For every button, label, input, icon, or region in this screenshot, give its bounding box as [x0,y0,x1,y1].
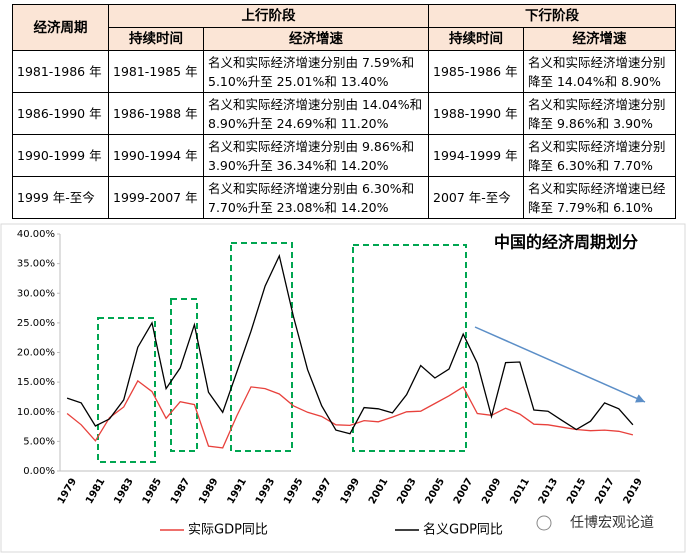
chart-border [0,223,686,553]
header-cell: 经济增速 [523,27,676,51]
x-tick-label: 2003 [395,476,418,506]
table-cell: 名义和实际经济增速分别降至 9.86%和 3.90% [523,92,676,135]
x-tick-label: 1987 [169,476,192,506]
legend-label: 实际GDP同比 [188,523,268,538]
x-tick-label: 1993 [254,476,277,506]
x-tick-label: 1983 [112,476,135,506]
x-tick-label: 2005 [424,476,447,506]
y-tick-label: 20.00% [17,348,55,359]
series-line [66,379,634,449]
x-tick-label: 1979 [56,476,79,506]
header-cell: 经济增速 [203,27,429,51]
cycle-box [170,298,198,452]
table-cell: 1981-1985 年 [108,50,204,93]
x-tick-label: 2019 [622,476,645,506]
cycle-boxes [97,242,467,463]
table-cell: 1999-2007 年 [108,176,204,219]
table-cell: 名义和实际经济增速分别由 9.86%和 3.90%升至 36.34%和 14.2… [203,134,429,177]
x-tick-label: 2007 [452,476,475,506]
y-tick-label: 35.00% [17,259,55,270]
table-cell: 1986-1990 年 [12,92,109,135]
header-cell: 上行阶段 [108,4,429,28]
x-tick-label: 2017 [593,476,616,506]
table-cell: 1981-1986 年 [12,50,109,93]
trend-arrow [474,326,646,403]
chart: 中国的经济周期划分 任博宏观论道 0.00% 5.00% 10.00% 15.00% 2… [0,223,686,553]
x-tick-label: 1989 [197,476,220,506]
x-tick-label: 1981 [84,476,107,506]
watermark: 任博宏观论道 [570,514,654,531]
table-row: 1986-1990 年 1986-1988 年名义和实际经济增速分别由 14.04… [12,92,676,135]
header-cell: 下行阶段 [428,4,676,28]
table-cell: 名义和实际经济增速分别降至 14.04%和 8.90% [523,50,676,93]
table-cell: 1988-1990 年 [428,92,524,135]
y-tick-label: 40.00% [17,229,55,240]
header-cell: 持续时间 [108,27,204,51]
table-cell: 名义和实际经济增速分别降至 6.30%和 7.70% [523,134,676,177]
x-tick-label: 1997 [310,476,333,506]
table-row: 1981-1986 年 1981-1985 年名义和实际经济增速分别由 7.59%… [12,50,676,93]
table-cell: 1990-1999 年 [12,134,109,177]
table-cell: 2007 年-至今 [428,176,524,219]
table-cell: 1990-1994 年 [108,134,204,177]
x-tick-label: 2009 [480,476,503,506]
table-cell: 1985-1986 年 [428,50,524,93]
table-cell: 1999 年-至今 [12,176,109,219]
cycle-table: 经济周期 上行阶段 下行阶段 持续时间 经济增速 持续时间 经济增速 1981-… [12,4,676,219]
header-cell: 经济周期 [12,4,109,51]
cycle-box [230,242,293,452]
table-cell: 名义和实际经济增速分别由 14.04%和 8.90%升至 24.69%和 11.… [203,92,429,135]
cycle-box [97,317,156,463]
y-tick-label: 5.00% [23,436,55,447]
y-tick-label: 25.00% [17,318,55,329]
table-cell: 名义和实际经济增速分别由 7.59%和 5.10%升至 25.01%和 13.4… [203,50,429,93]
x-tick-label: 2015 [565,476,588,506]
x-tick-label: 1991 [226,476,249,506]
y-tick-label: 30.00% [17,288,55,299]
table-cell: 1994-1999 年 [428,134,524,177]
chart-title: 中国的经济周期划分 [494,233,638,252]
table-row: 1990-1999 年 1990-1994 年名义和实际经济增速分别由 9.86%… [12,134,676,177]
legend-label: 名义GDP同比 [423,522,503,538]
table-row: 1999 年-至今 1999-2007 年名义和实际经济增速分别由 6.30%和 … [12,176,676,219]
header-cell: 持续时间 [428,27,524,51]
table-cell: 名义和实际经济增速分别由 6.30%和 7.70%升至 23.08%和 14.2… [203,176,429,219]
table-cell: 名义和实际经济增速已经降至 7.79%和 6.10% [523,176,676,219]
x-tick-label: 2011 [508,476,531,506]
x-tick-label: 2001 [367,476,390,506]
y-tick-label: 0.00% [23,466,55,477]
series-line [66,253,634,435]
x-tick-label: 1999 [339,476,362,506]
watermark-icon [536,515,552,531]
cycle-box [352,244,467,452]
y-tick-label: 10.00% [17,407,55,418]
table-cell: 1986-1988 年 [108,92,204,135]
x-tick-label: 1995 [282,476,305,506]
x-tick-label: 2013 [537,476,560,506]
x-tick-label: 1985 [141,476,164,506]
y-tick-label: 15.00% [17,377,55,388]
